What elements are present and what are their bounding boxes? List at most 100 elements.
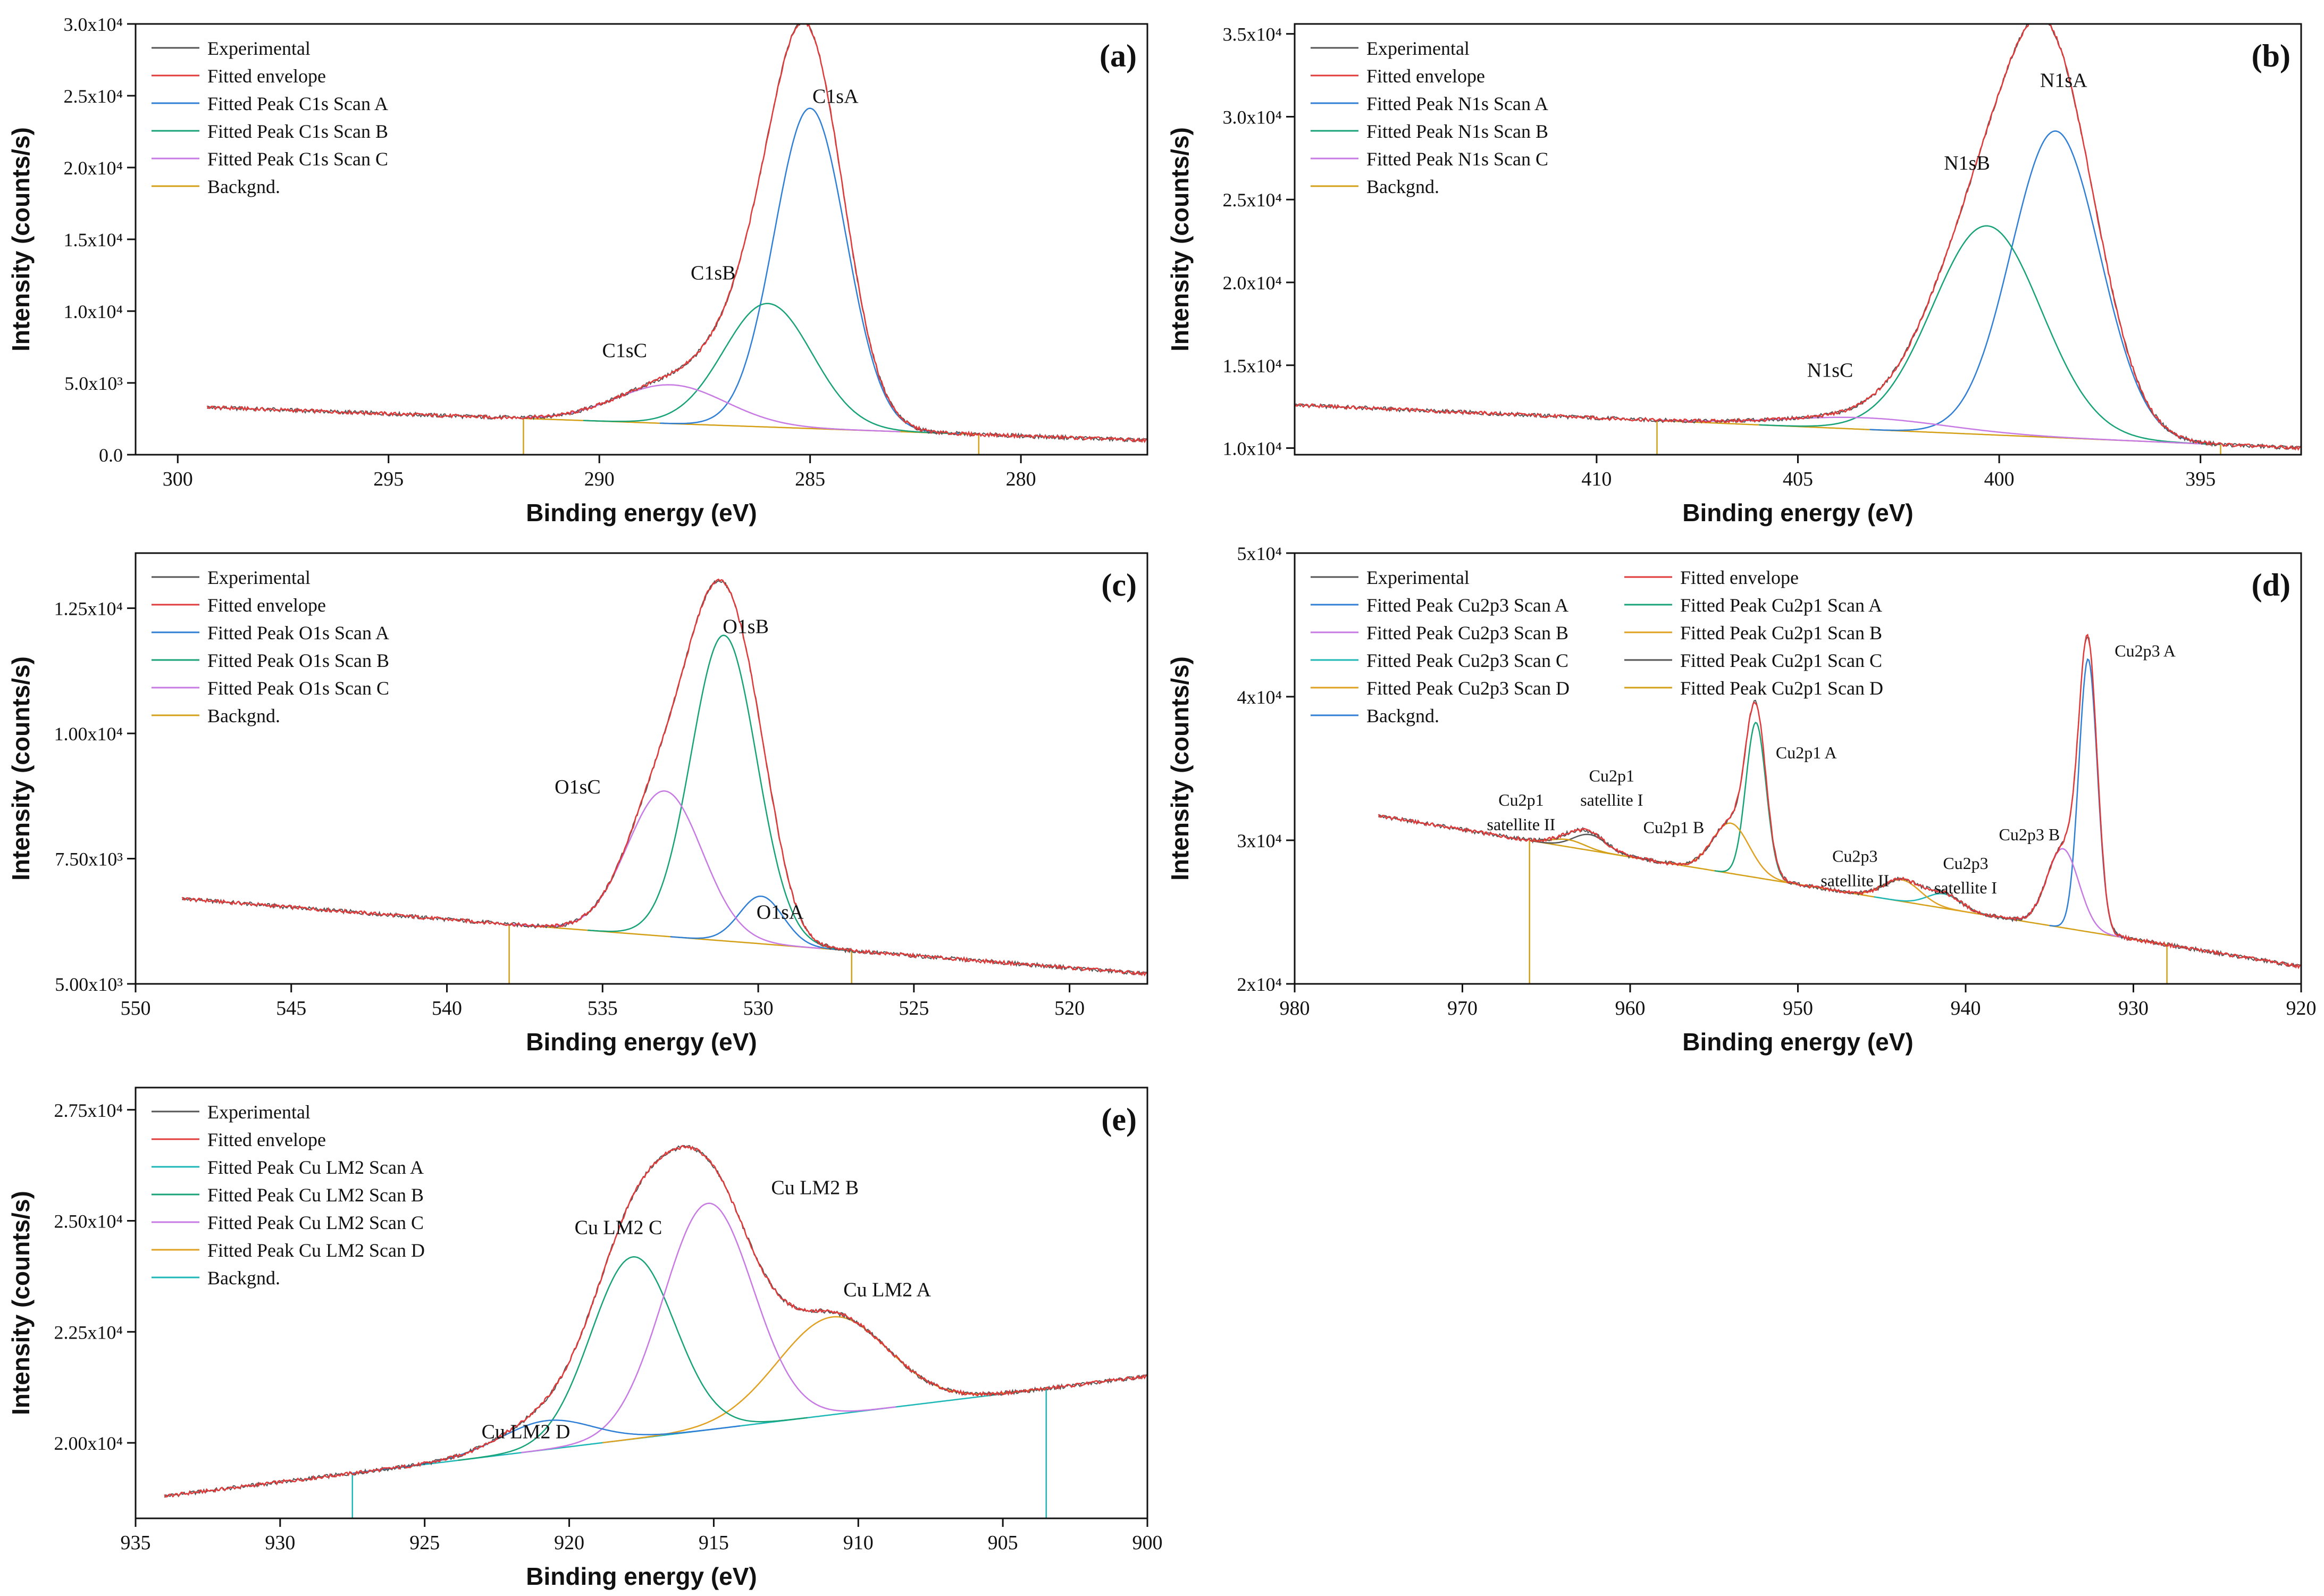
legend-label: Backgnd. [207, 1267, 280, 1289]
plot-area [181, 578, 1147, 984]
fitted-peak-line [521, 1202, 896, 1453]
panel-b-n1s-spectrum: 410 405 400 395 1.0x10⁴ 1.5x10⁴ 2.0x10⁴ 2.5x10⁴… [1166, 23, 2302, 527]
fitted-peak-line [1530, 838, 1639, 859]
peak-annotation: O1sA [757, 901, 804, 924]
y-axis-title: Intensity (counts/s) [1166, 656, 1194, 881]
y-tick-label: 3.0x10⁴ [63, 14, 123, 35]
legend-label: Experimental [207, 38, 311, 59]
legend-label: Backgnd. [207, 176, 280, 197]
y-tick-label: 5x10⁴ [1237, 543, 1282, 564]
plot-area [206, 24, 1147, 455]
y-tick-label: 4x10⁴ [1237, 687, 1282, 708]
panel-label: (b) [2252, 38, 2291, 73]
x-tick-label: 915 [699, 1532, 729, 1554]
x-tick-label: 910 [843, 1532, 874, 1554]
legend-label: Fitted Peak C1s Scan A [207, 93, 388, 114]
x-tick-label: 925 [409, 1532, 440, 1554]
legend-label: Fitted Peak Cu2p3 Scan B [1366, 622, 1568, 644]
peak-annotation: C1sB [691, 262, 735, 285]
peak-annotation: Cu2p3 A [2115, 641, 2176, 660]
fitted-peak-line [602, 1316, 1045, 1443]
peak-annotation: Cu2p1 B [1643, 818, 1705, 837]
y-tick-label: 2.25x10⁴ [54, 1322, 123, 1343]
panel-a-c1s-spectrum: 300 295 290 285 280 0.0 5.0x10³ 1.0x10⁴ 1.5x10⁴ 2… [7, 14, 1148, 527]
fitted-peak-line [583, 303, 953, 434]
panel-label: (a) [1100, 38, 1137, 73]
legend-label: Fitted envelope [1680, 567, 1799, 588]
legend-label: Fitted envelope [207, 65, 326, 87]
plot-frame [1294, 23, 2302, 456]
plot-area [164, 1144, 1147, 1518]
legend-label: Backgnd. [1366, 176, 1439, 197]
x-tick-label: 405 [1783, 468, 1813, 490]
y-axis-title: Intensity (counts/s) [7, 656, 35, 881]
peak-annotation: Cu2p1 [1498, 790, 1543, 809]
y-tick-label: 3.0x10⁴ [1222, 106, 1282, 128]
y-tick-label: 2.00x10⁴ [54, 1433, 123, 1454]
legend-label: Fitted Peak O1s Scan A [207, 622, 389, 644]
legend-label: Backgnd. [207, 705, 280, 726]
x-tick-label: 940 [1951, 997, 1981, 1020]
x-tick-label: 520 [1054, 997, 1085, 1020]
fitted-peak-line [1759, 225, 2215, 445]
x-tick-label: 900 [1132, 1532, 1163, 1554]
fitted-envelope-line [1378, 633, 2301, 970]
y-tick-label: 0.0 [99, 445, 123, 466]
peak-annotation: C1sC [602, 339, 647, 362]
legend-label: Fitted Peak Cu LM2 Scan C [207, 1212, 424, 1233]
legend-label: Fitted Peak Cu2p1 Scan C [1680, 650, 1882, 671]
plot-area [1295, 24, 2301, 455]
peak-annotation: Cu2p3 B [1999, 825, 2060, 844]
y-tick-label: 2.50x10⁴ [54, 1211, 123, 1232]
x-tick-label: 545 [276, 997, 306, 1020]
y-axis-title: Intensity (counts/s) [7, 1191, 35, 1415]
x-tick-label: 905 [988, 1532, 1018, 1554]
x-tick-label: 970 [1447, 997, 1478, 1020]
fitted-peak-line [588, 634, 851, 951]
fitted-peak-line [510, 790, 821, 949]
panel-c-o1s-spectrum: 550 545 540 535 530 525 520 5.00x10³ 7.50x10³ 1.0… [7, 552, 1148, 1056]
peak-annotation: C1sA [812, 86, 859, 108]
fitted-envelope-line [206, 24, 1147, 444]
legend-label: Fitted Peak O1s Scan B [207, 650, 389, 671]
panel-label: (c) [1101, 567, 1137, 603]
legend-label: Fitted envelope [207, 1129, 326, 1150]
fitted-envelope-line [181, 578, 1147, 977]
legend-label: Fitted Peak C1s Scan B [207, 121, 388, 142]
plot-frame [135, 23, 1148, 456]
x-tick-label: 920 [554, 1532, 584, 1554]
peak-annotation: N1sB [1944, 152, 1990, 174]
x-tick-label: 400 [1984, 468, 2015, 490]
y-tick-label: 3x10⁴ [1237, 830, 1282, 851]
legend-label: Fitted Peak Cu LM2 Scan B [207, 1184, 424, 1206]
x-tick-label: 535 [588, 997, 618, 1020]
experimental-line [206, 24, 1147, 443]
plot-area [1378, 633, 2301, 984]
y-tick-label: 2.0x10⁴ [63, 157, 123, 179]
x-tick-label: 280 [1006, 468, 1036, 490]
x-tick-label: 295 [373, 468, 404, 490]
legend-label: Fitted Peak Cu LM2 Scan A [207, 1157, 424, 1178]
panel-label: (d) [2252, 567, 2291, 603]
peak-annotation: Cu LM2 B [771, 1176, 859, 1199]
fitted-peak-line [660, 107, 960, 434]
peak-annotation: Cu2p1 A [1776, 743, 1837, 762]
peak-annotation: satellite I [1580, 790, 1643, 809]
panel-label: (e) [1101, 1102, 1137, 1137]
y-tick-label: 1.0x10⁴ [1222, 438, 1282, 459]
legend-label: Experimental [207, 567, 311, 588]
y-tick-label: 5.00x10³ [55, 974, 123, 995]
legend-label: Fitted Peak N1s Scan B [1366, 121, 1548, 142]
x-tick-label: 550 [121, 997, 151, 1020]
fitted-peak-line [2049, 658, 2126, 939]
y-tick-label: 2.5x10⁴ [63, 86, 123, 107]
x-tick-label: 920 [2286, 997, 2317, 1020]
y-tick-label: 5.0x10³ [64, 373, 123, 394]
y-tick-label: 2.75x10⁴ [54, 1100, 123, 1121]
legend-label: Backgnd. [1366, 705, 1439, 726]
x-tick-label: 935 [121, 1532, 151, 1554]
fitted-peak-line [1996, 848, 2130, 940]
x-axis-title: Binding energy (eV) [1682, 1028, 1913, 1056]
y-tick-label: 1.25x10⁴ [54, 598, 123, 620]
